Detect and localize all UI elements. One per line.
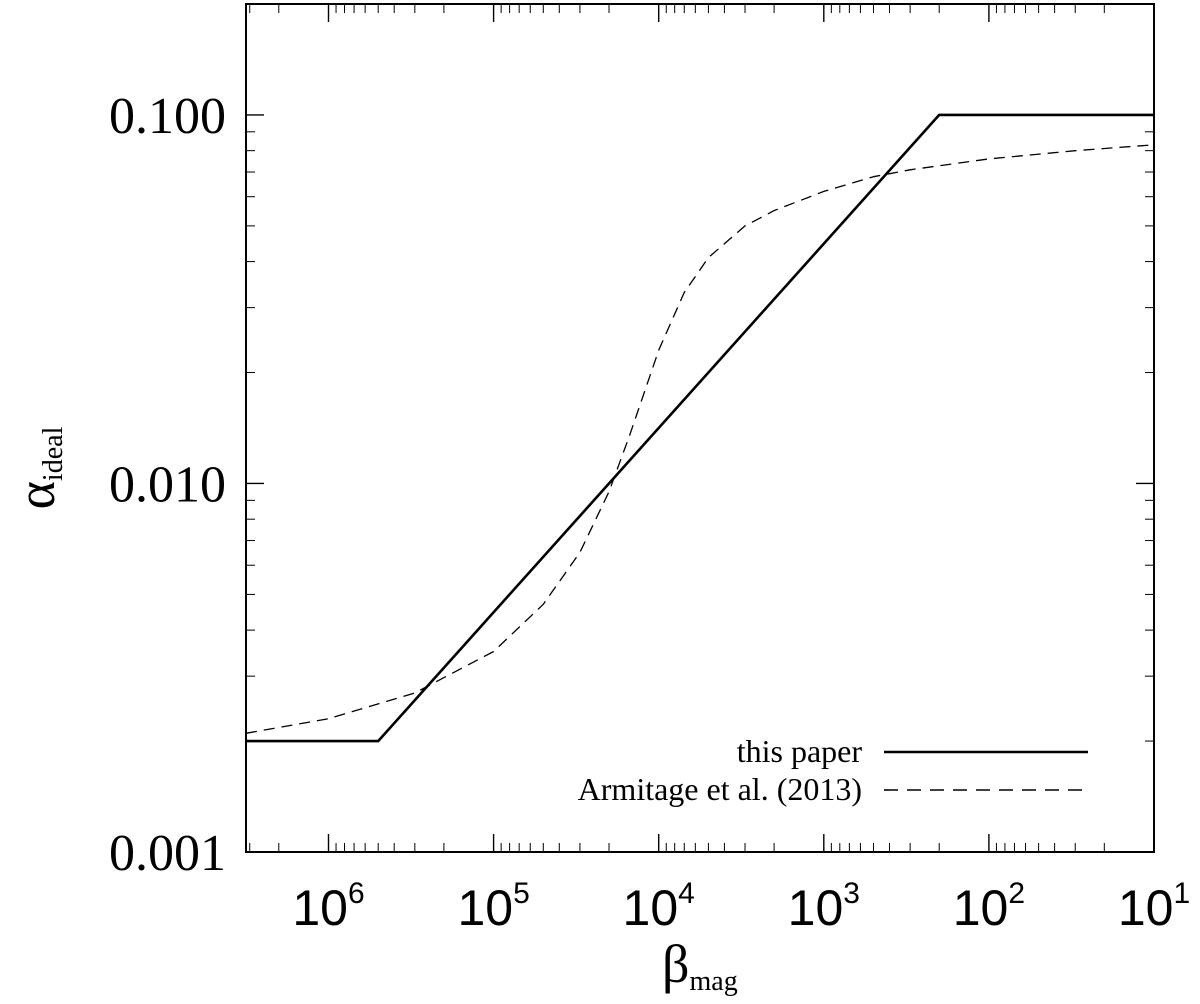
y-axis-label-sub: ideal — [38, 426, 69, 481]
plot-frame — [245, 3, 1155, 853]
y-axis-label-main: α — [6, 481, 66, 509]
series-line-this-paper — [246, 113, 1154, 743]
series-layer — [245, 113, 1155, 743]
x-tick-label: 101 — [1118, 877, 1190, 936]
series-line-armitage — [245, 144, 1155, 734]
x-axis-label-sub: mag — [689, 966, 737, 997]
x-tick-label: 104 — [623, 877, 695, 936]
y-tick-label: 0.100 — [109, 88, 226, 145]
y-tick-labels: 0.100 0.010 0.001 — [109, 88, 226, 882]
x-tick-label: 102 — [953, 877, 1025, 936]
legend-label-this-paper: this paper — [737, 733, 863, 769]
minor-ticks — [246, 3, 1154, 852]
legend: this paper Armitage et al. (2013) — [578, 733, 1088, 807]
x-tick-label: 105 — [457, 877, 529, 936]
x-tick-labels: 106 105 104 103 102 101 — [292, 877, 1190, 936]
y-tick-label: 0.010 — [109, 456, 226, 513]
x-tick-label: 106 — [292, 877, 364, 936]
major-ticks — [246, 4, 1155, 853]
y-tick-label: 0.001 — [109, 825, 226, 882]
legend-label-armitage: Armitage et al. (2013) — [578, 771, 862, 807]
y-axis-label: αideal — [6, 426, 69, 509]
x-axis-label: βmag — [662, 934, 738, 997]
x-axis-label-main: β — [662, 934, 689, 994]
x-tick-label: 103 — [788, 877, 860, 936]
